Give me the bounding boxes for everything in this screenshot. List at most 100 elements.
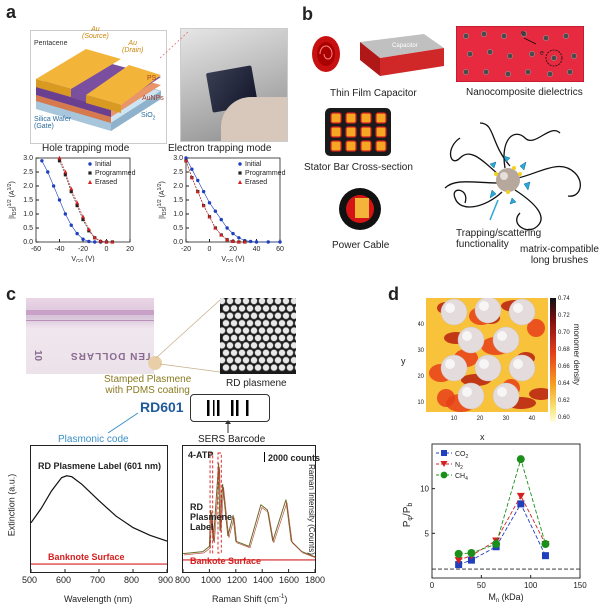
y-axis-unit-end: ) [159, 181, 166, 183]
map-x-tick-label: 40 [529, 416, 536, 422]
y-tick-label: 1.5 [173, 197, 183, 204]
polymer-brush-nanoparticle-illustration [444, 122, 581, 231]
legend-label: CH4 [455, 473, 468, 482]
plasmene-particle [220, 326, 226, 335]
plasmene-particle [258, 326, 266, 335]
extinction-x-tick-label: 900 [158, 575, 174, 585]
plasmene-particle [262, 319, 270, 327]
plasmene-particle [266, 298, 274, 305]
electron-trapping-chart: -20 0 20 40 60 0.0 0.5 1.0 1.5 2.0 2.5 3.0 Initial Pr… [157, 155, 286, 262]
plasmene-particle [266, 312, 274, 320]
plasmene-particle [234, 298, 242, 305]
data-point-erased [98, 238, 103, 243]
panel-a-label: a [6, 2, 17, 22]
sphere-highlight [479, 301, 489, 311]
barcode-peak-box [217, 452, 222, 554]
data-point-initial [69, 223, 73, 227]
plasmene-particle [246, 334, 254, 342]
colorbar-tick-label: 0.74 [558, 296, 570, 302]
plasmene-particle [274, 298, 282, 305]
x-tick-label: 50 [477, 581, 486, 590]
x-tick-label: 100 [524, 581, 538, 590]
legend-sub: 4 [465, 476, 468, 482]
legend-label: Initial [245, 161, 262, 168]
extinction-x-tick-label: 500 [22, 575, 38, 585]
data-point-initial [93, 240, 97, 244]
capacitor-front [380, 48, 444, 76]
nanocomposite-label: Nanocomposite dielectrics [466, 87, 583, 98]
raman-frame [182, 445, 316, 573]
barcode-bars [207, 400, 249, 416]
plasmene-particle [278, 319, 286, 327]
electron-trapping-title: Electron trapping mode [168, 143, 272, 154]
colorbar-tick-label: 0.60 [558, 415, 570, 421]
extinction-curve [30, 475, 168, 542]
aunps-label: AuNPs [142, 95, 164, 102]
plasmene-particle [286, 304, 294, 313]
plasmene-particle [286, 349, 294, 357]
stator-conductor [330, 140, 342, 152]
data-point-initial [207, 201, 212, 205]
plasmene-particle [246, 319, 254, 327]
plasmene-particle [258, 298, 266, 305]
plasmene-particle [278, 334, 286, 342]
colorbar-label: monomer density [572, 323, 582, 386]
map-x-tick-label: 10 [451, 416, 458, 422]
y-axis-rest: | [9, 206, 16, 208]
extinction-x-tick-label: 700 [90, 575, 106, 585]
plasmene-particle [278, 304, 286, 313]
extinction-frame [30, 445, 168, 573]
plasmene-particle [270, 319, 278, 327]
plasmene-particle [222, 334, 230, 342]
stator-conductor [360, 140, 372, 152]
raman-scalebar [264, 452, 265, 462]
y-tick-label: 10 [420, 485, 429, 494]
nanoparticle-dot [501, 33, 507, 39]
y-axis-unit: (A [9, 190, 16, 199]
fingers [221, 97, 287, 141]
plasmene-particle [220, 298, 226, 305]
extinction-xlabel: Wavelength (nm) [64, 594, 133, 604]
stator-bar-illustration [325, 108, 391, 156]
colorbar-tick-label: 0.64 [558, 381, 570, 387]
data-point-erased [219, 232, 224, 237]
ps-side [36, 95, 111, 123]
y-axis-label: |IDS|1/2 (A1/2) [7, 181, 18, 219]
x-axis-sub: GS [76, 259, 84, 262]
plasmene-particle [274, 341, 282, 350]
y-axis-unit-sup: 1/2 [7, 183, 13, 190]
data-point-erased [195, 189, 200, 194]
stator-conductor [345, 112, 357, 124]
plasmene-particle [254, 334, 262, 342]
banknote-image: TEN DOLLARS 10 [26, 298, 154, 374]
nanoparticle-sphere [457, 382, 485, 410]
zoom-connector [160, 31, 189, 59]
plasmene-particle [294, 305, 296, 312]
plasmene-particle [290, 326, 296, 335]
data-point-erased [57, 155, 62, 160]
capacitor-side [360, 42, 380, 76]
legend-marker-erased [88, 180, 92, 184]
y-tick-label: 3.0 [23, 155, 33, 162]
data-point-initial [81, 237, 85, 241]
legend-marker-programmed [88, 171, 92, 175]
x-axis-unit: (kDa) [499, 592, 524, 602]
raman-x-tick-label: 1400 [253, 575, 274, 585]
raman-chart [182, 452, 316, 572]
y-tick-label: 5 [425, 529, 430, 538]
stator-label: Stator Bar Cross-section [304, 162, 413, 173]
plasmene-particle [254, 363, 262, 372]
plasmene-particle [226, 326, 234, 335]
data-point-ch4 [492, 540, 501, 549]
y-axis-rest: | [159, 206, 166, 208]
map-y-tick-label: 10 [418, 400, 425, 406]
data-point-initial [63, 212, 68, 216]
data-point-initial [237, 236, 241, 240]
plasmene-particle [282, 356, 290, 364]
capacitor-word: Capacitor [392, 43, 418, 49]
x-tick-label: 0 [430, 581, 435, 590]
series-line-erased [185, 160, 245, 243]
source-electrode [36, 49, 121, 89]
nanoparticle-sphere [457, 326, 485, 354]
nanoparticle-dot [525, 69, 531, 75]
